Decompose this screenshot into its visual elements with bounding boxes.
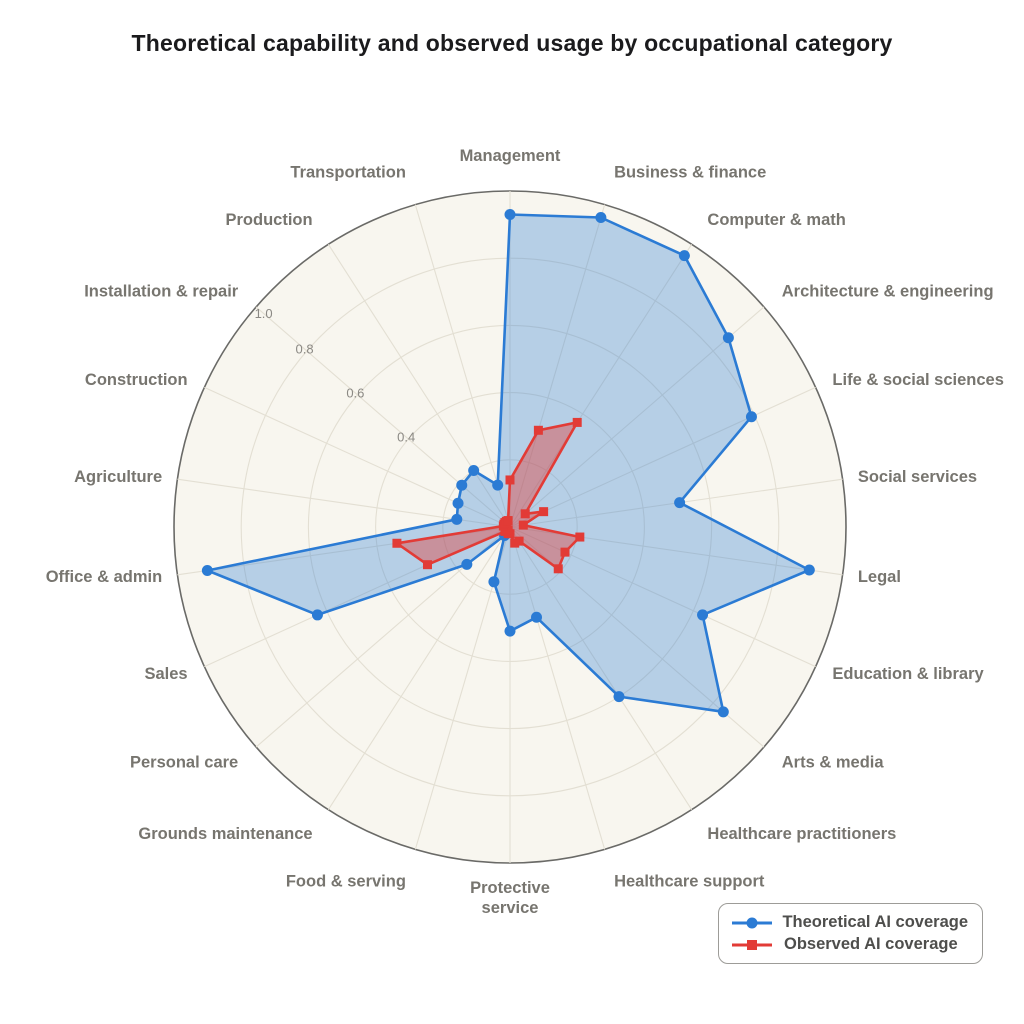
axis-spoke: [327, 244, 511, 528]
axis-spoke: [509, 306, 765, 528]
category-label-life-social-sciences: Life & social sciences: [832, 371, 1004, 389]
data-point-marker: [697, 609, 709, 621]
category-label-sales: Sales: [144, 665, 187, 683]
axis-spoke: [327, 526, 511, 810]
data-point-marker: [456, 479, 468, 491]
data-point-marker: [422, 560, 432, 570]
series-markers-theoretical: [201, 209, 815, 718]
category-label-social-services: Social services: [858, 468, 977, 486]
category-label-food-serving: Food & serving: [286, 872, 406, 890]
data-point-marker: [533, 425, 543, 435]
observed-series-marker-icon: [732, 939, 772, 950]
chart-title: Theoretical capability and observed usag…: [131, 30, 893, 56]
data-point-marker: [560, 547, 570, 557]
data-point-marker: [745, 411, 757, 423]
data-point-marker: [539, 507, 549, 517]
category-label-education-library: Education & library: [832, 665, 984, 683]
data-point-marker: [595, 212, 607, 224]
data-point-marker: [505, 475, 515, 485]
legend-item-theoretical[interactable]: Theoretical AI coverage: [729, 913, 968, 932]
radial-tick-label: 0.4: [397, 430, 415, 445]
radial-tick-label: 0.8: [296, 342, 314, 357]
legend-label-observed: Observed AI coverage: [784, 935, 958, 953]
axis-spoke: [509, 526, 606, 850]
data-point-marker: [503, 516, 513, 526]
data-point-marker: [468, 464, 480, 476]
data-point-marker: [553, 564, 563, 574]
data-point-marker: [575, 532, 585, 542]
category-label-computer-math: Computer & math: [707, 211, 845, 229]
radial-tick-label: 0.6: [346, 386, 364, 401]
category-label-production: Production: [226, 211, 313, 229]
category-label-legal: Legal: [858, 568, 901, 586]
legend-item-observed[interactable]: Observed AI coverage: [729, 935, 968, 954]
data-point-marker: [510, 538, 520, 548]
category-label-management: Management: [460, 147, 561, 165]
series-markers-observed: [392, 417, 585, 574]
axis-spoke: [255, 306, 511, 528]
data-point-marker: [520, 509, 530, 519]
radial-tick-label: 1.0: [255, 306, 273, 321]
data-point-marker: [461, 558, 473, 570]
data-point-marker: [803, 564, 815, 576]
category-label-office-admin: Office & admin: [46, 568, 162, 586]
legend: Theoretical AI coverage Observed AI cove…: [718, 903, 983, 964]
data-point-marker: [452, 497, 464, 509]
data-point-marker: [717, 706, 729, 718]
category-label-installation-repair: Installation & repair: [84, 283, 239, 301]
axis-spoke: [509, 386, 816, 528]
category-label-healthcare-practitioners: Healthcare practitioners: [707, 825, 896, 843]
data-point-marker: [722, 332, 734, 344]
data-point-marker: [201, 565, 213, 577]
category-label-healthcare-support: Healthcare support: [614, 872, 765, 890]
axis-spoke: [509, 204, 606, 528]
axis-spoke: [414, 204, 511, 528]
data-point-marker: [572, 417, 582, 427]
data-point-marker: [504, 625, 516, 637]
axis-spoke: [509, 526, 693, 810]
legend-label-theoretical: Theoretical AI coverage: [782, 913, 968, 931]
data-point-marker: [451, 513, 463, 525]
data-point-marker: [311, 609, 323, 621]
category-label-architecture-engineering: Architecture & engineering: [782, 283, 994, 301]
data-point-marker: [504, 209, 516, 221]
data-point-marker: [488, 576, 500, 588]
data-point-marker: [613, 691, 625, 703]
theoretical-series-marker-icon: [732, 917, 772, 928]
category-label-construction: Construction: [85, 371, 188, 389]
category-label-protective-service: Protective service: [470, 879, 550, 917]
category-label-agriculture: Agriculture: [74, 468, 162, 486]
category-label-personal-care: Personal care: [130, 753, 238, 771]
data-point-marker: [531, 611, 543, 623]
data-point-marker: [674, 497, 686, 509]
category-label-transportation: Transportation: [290, 164, 406, 182]
data-point-marker: [500, 526, 510, 536]
data-point-marker: [492, 479, 504, 491]
data-point-marker: [392, 538, 402, 548]
axis-spoke: [509, 244, 693, 528]
category-label-business-finance: Business & finance: [614, 164, 766, 182]
data-point-marker: [678, 250, 690, 262]
category-label-grounds-maintenance: Grounds maintenance: [138, 825, 312, 843]
data-point-marker: [518, 520, 528, 530]
category-label-arts-media: Arts & media: [782, 753, 885, 771]
